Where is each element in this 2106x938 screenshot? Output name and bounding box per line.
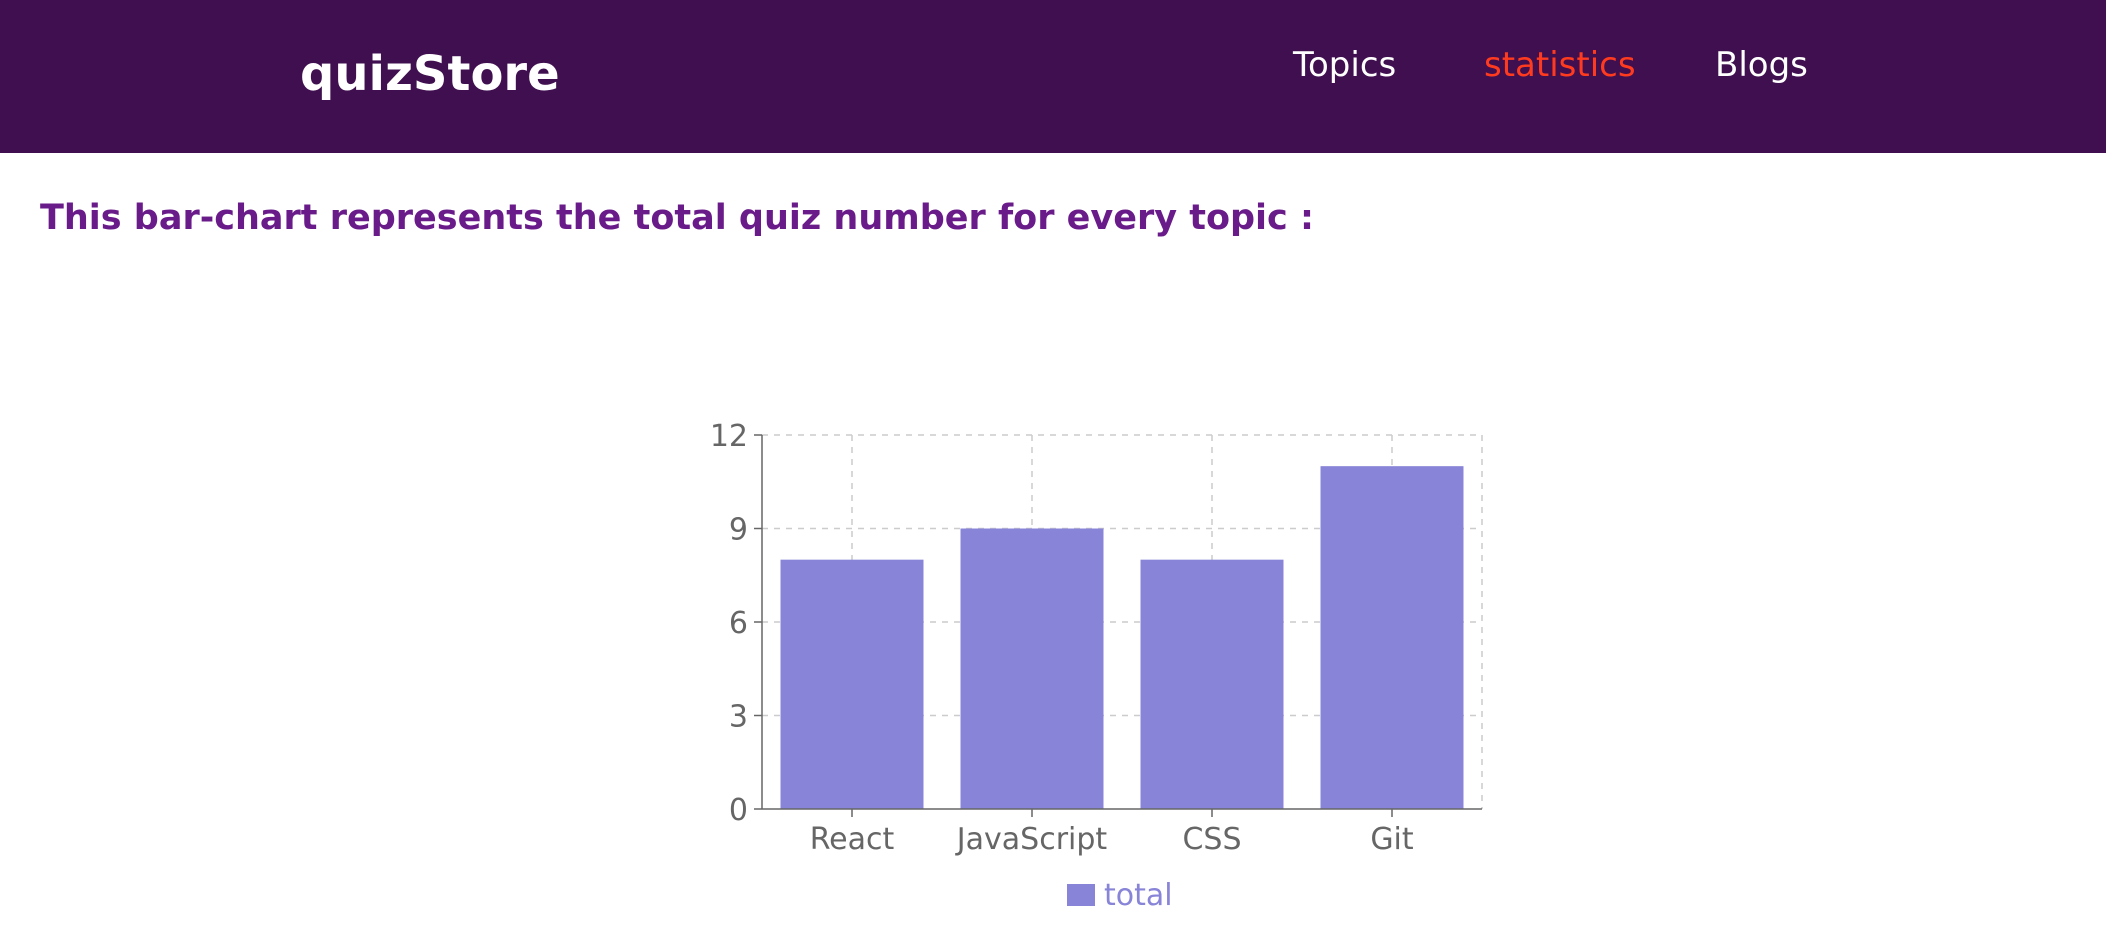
nav-link-blogs[interactable]: Blogs — [1715, 45, 1808, 85]
nav-link-topics[interactable]: Topics — [1293, 45, 1397, 85]
chart-description: This bar-chart represents the total quiz… — [40, 198, 1314, 238]
bar-react — [780, 559, 924, 809]
y-tick-label: 9 — [729, 513, 748, 548]
nav-link-statistics[interactable]: statistics — [1484, 45, 1636, 85]
x-tick-label: React — [810, 822, 895, 857]
brand-logo[interactable]: quizStore — [300, 46, 560, 102]
legend-label: total — [1104, 878, 1173, 913]
legend-swatch — [1067, 884, 1095, 906]
y-tick-label: 0 — [729, 793, 748, 828]
bar-git — [1320, 466, 1464, 809]
x-tick-label: JavaScript — [955, 822, 1108, 857]
x-tick-label: CSS — [1182, 822, 1241, 857]
y-tick-label: 3 — [729, 700, 748, 735]
top-navbar: quizStore Topics statistics Blogs — [0, 0, 2106, 153]
y-tick-label: 6 — [729, 606, 748, 641]
y-tick-label: 12 — [710, 420, 748, 454]
bar-css — [1140, 559, 1284, 809]
bar-javascript — [960, 528, 1104, 809]
bar-chart: 0 3 6 9 12 React JavaScript CSS Git total — [710, 420, 1483, 913]
x-tick-label: Git — [1370, 822, 1414, 857]
